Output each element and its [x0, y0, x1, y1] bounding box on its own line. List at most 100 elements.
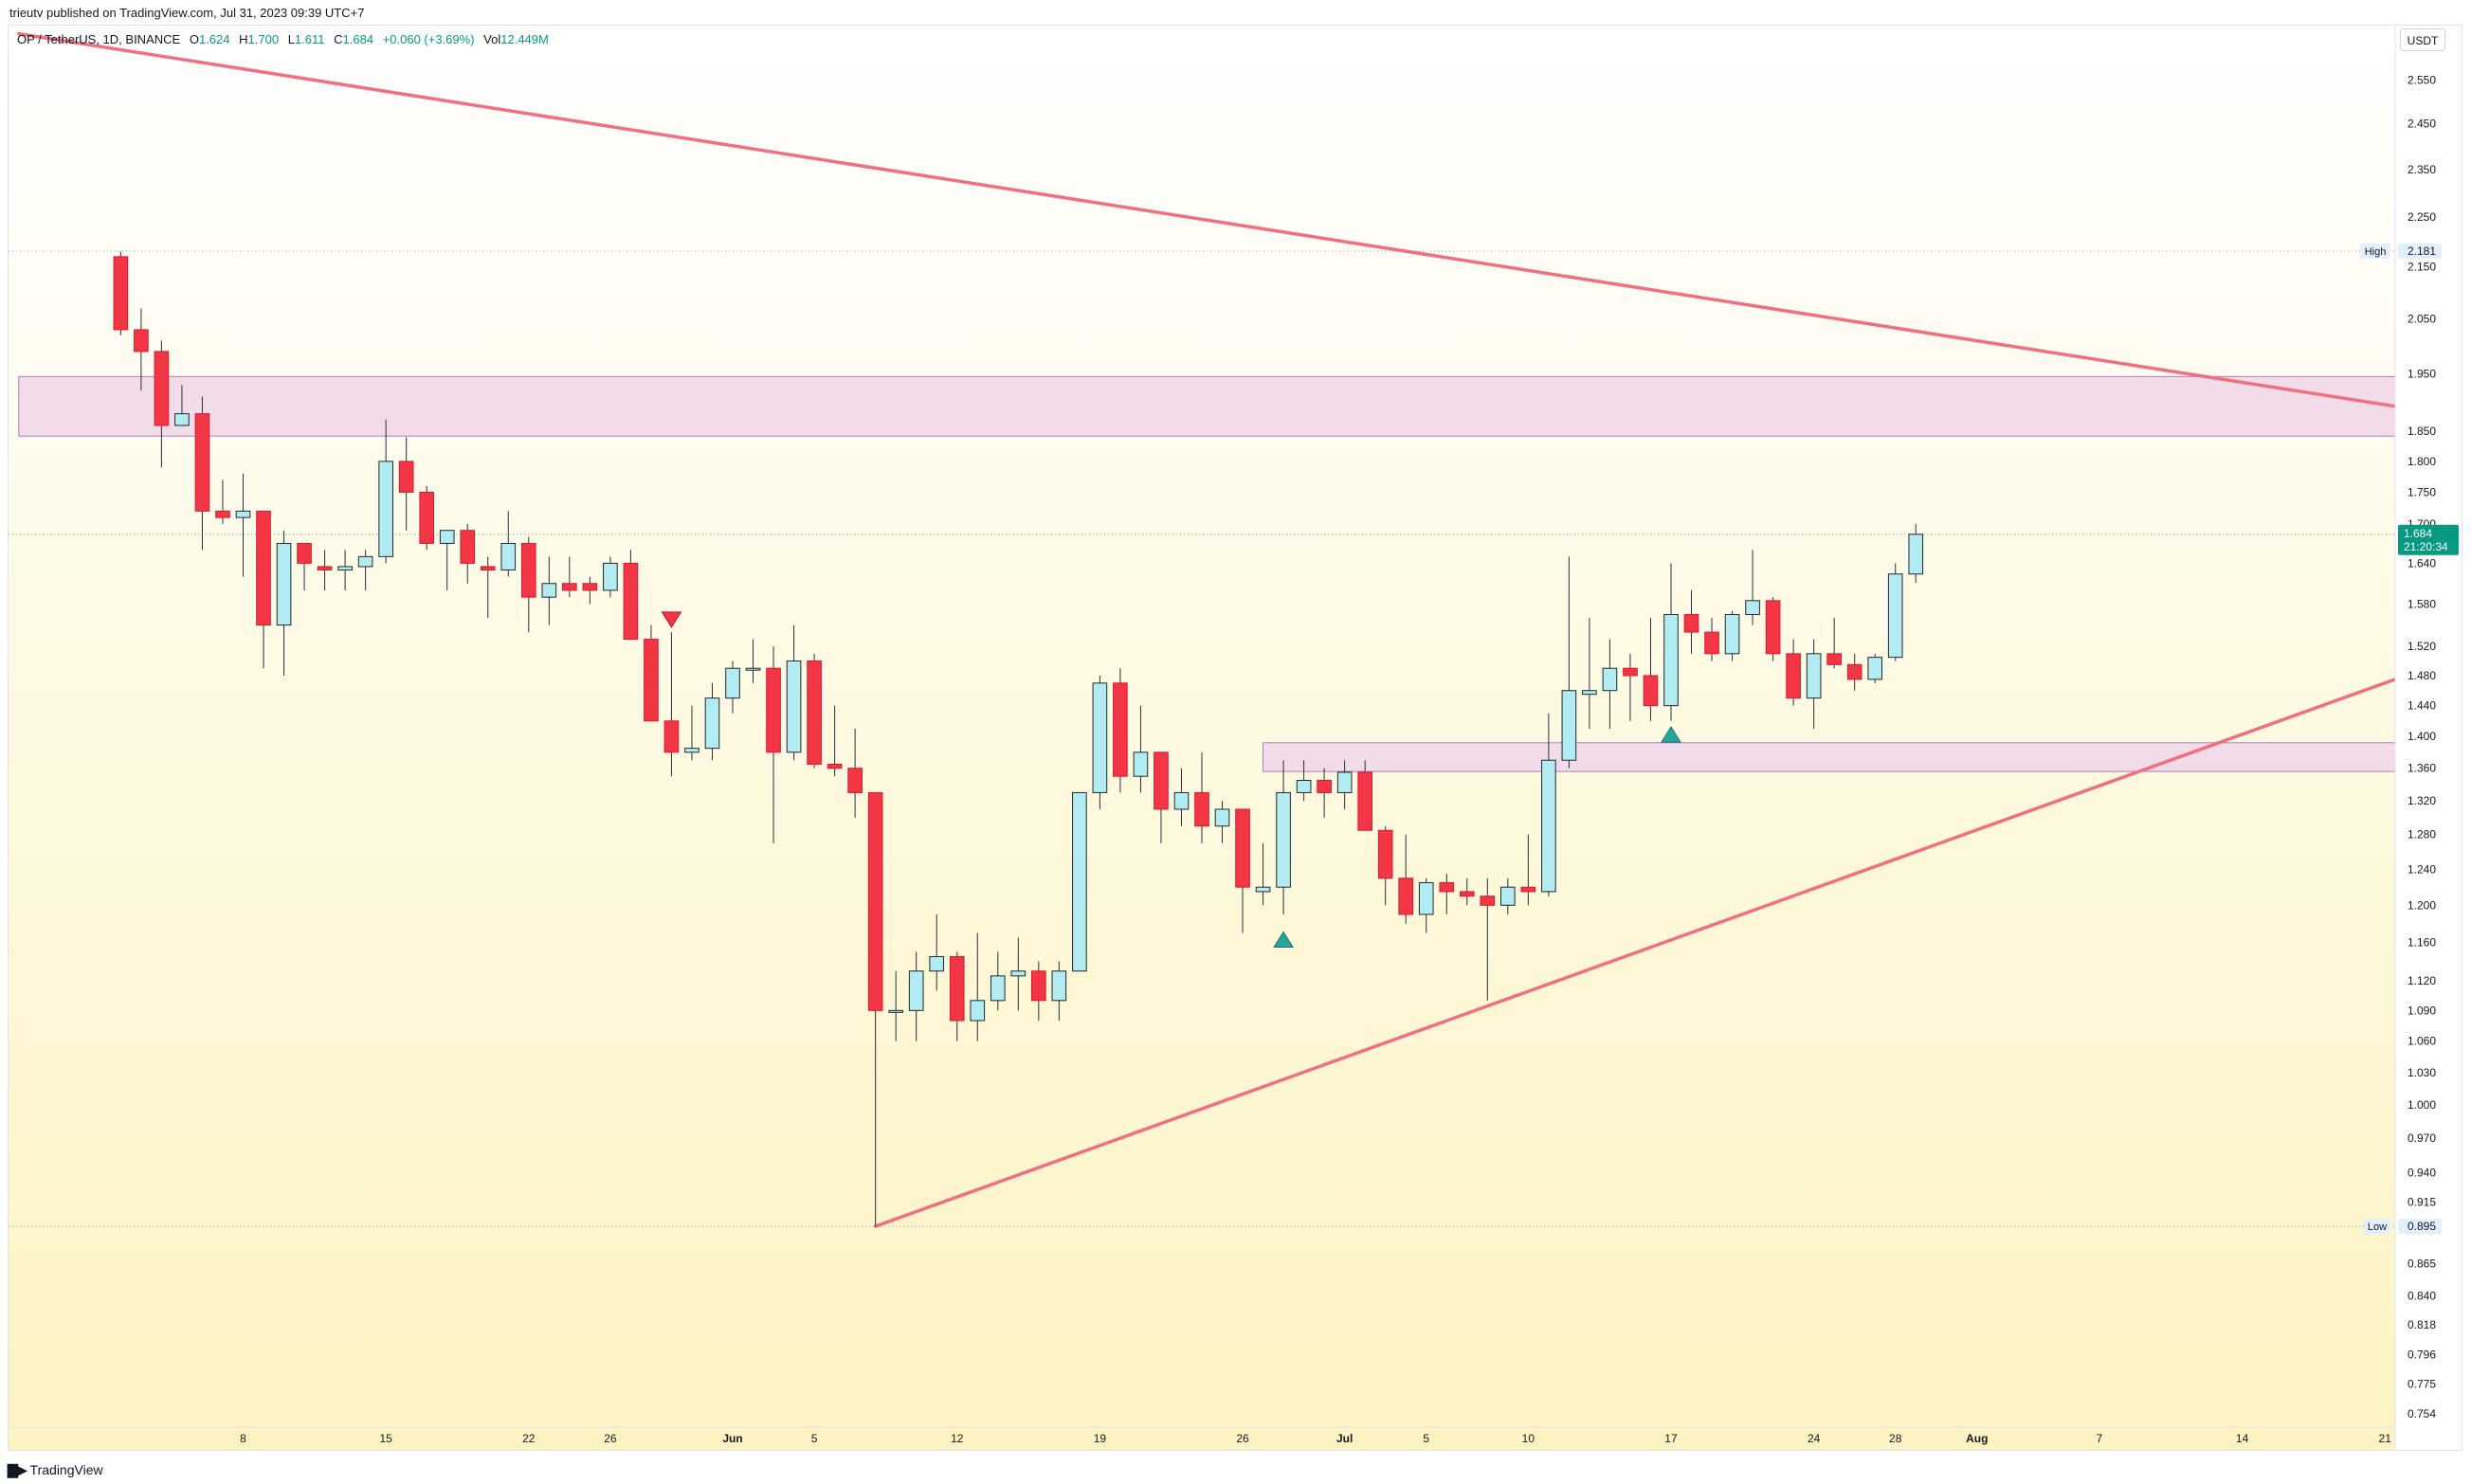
candle-up[interactable]: [378, 419, 393, 564]
candle-up[interactable]: [1500, 878, 1516, 914]
candle-up[interactable]: [1602, 639, 1618, 729]
candle-up[interactable]: [1541, 713, 1556, 896]
candle-down[interactable]: [644, 624, 659, 722]
candle-down[interactable]: [460, 523, 476, 584]
price-axis[interactable]: 2.6502.5502.4502.3502.2502.1502.0501.950…: [2407, 31, 2436, 1421]
descending-resistance-trendline[interactable]: [17, 31, 2406, 408]
candle-up[interactable]: [174, 385, 190, 426]
candle-down[interactable]: [1154, 751, 1169, 843]
candle-up[interactable]: [1582, 618, 1597, 729]
candle-down[interactable]: [1786, 639, 1801, 706]
candle-up[interactable]: [337, 550, 353, 590]
chart-frame[interactable]: [8, 25, 2462, 1451]
candle-down[interactable]: [1765, 597, 1781, 661]
candle-up[interactable]: [1336, 760, 1353, 809]
candle-up[interactable]: [1133, 705, 1149, 793]
candle-down[interactable]: [480, 556, 496, 619]
candle-up[interactable]: [603, 556, 618, 598]
candle-down[interactable]: [1459, 878, 1475, 906]
candle-down[interactable]: [134, 308, 149, 391]
candle-up[interactable]: [500, 511, 517, 577]
candle-up[interactable]: [1051, 961, 1067, 1022]
candle-up[interactable]: [1092, 675, 1108, 809]
candle-down[interactable]: [520, 536, 536, 633]
candle-up[interactable]: [1867, 653, 1883, 683]
upper-supply-zone[interactable]: [18, 375, 2405, 437]
candle-down[interactable]: [1846, 653, 1862, 691]
candle-up[interactable]: [541, 556, 557, 625]
candle-up[interactable]: [1663, 563, 1679, 721]
candle-up[interactable]: [1276, 760, 1291, 914]
candle-body: [113, 256, 129, 331]
candle-up[interactable]: [1745, 550, 1760, 625]
candle-down[interactable]: [949, 951, 965, 1041]
candle-down[interactable]: [398, 437, 414, 531]
candle-down[interactable]: [766, 646, 781, 843]
candle-down[interactable]: [317, 550, 333, 590]
candle-up[interactable]: [684, 705, 700, 761]
time-axis[interactable]: 8 15 22 26 Jun 5 12 19 26 Jul 5 10 17 24 28 Aug 7 14 21: [240, 1432, 2391, 1445]
candle-down[interactable]: [297, 542, 312, 590]
candle-down[interactable]: [194, 396, 210, 551]
candle-down[interactable]: [1031, 961, 1046, 1022]
candle-up[interactable]: [745, 639, 761, 683]
candle-down[interactable]: [1480, 878, 1496, 1001]
candle-up[interactable]: [1296, 760, 1312, 802]
breakout-zone[interactable]: [1263, 742, 2405, 772]
candle-down[interactable]: [807, 653, 822, 769]
candle-down[interactable]: [867, 791, 883, 1227]
candle-down[interactable]: [1826, 618, 1842, 669]
candle-down[interactable]: [623, 550, 639, 641]
candle-up[interactable]: [235, 473, 251, 577]
candle-up[interactable]: [1908, 523, 1924, 584]
candle-down[interactable]: [1235, 808, 1250, 933]
candle-down[interactable]: [1704, 618, 1719, 661]
candle-down[interactable]: [215, 480, 230, 524]
candle-up[interactable]: [888, 970, 903, 1041]
candle-up[interactable]: [1010, 937, 1027, 1011]
candle-up[interactable]: [970, 932, 986, 1041]
candle-down[interactable]: [1520, 834, 1536, 906]
candle-up[interactable]: [1255, 842, 1271, 906]
currency-button[interactable]: USDT: [2400, 28, 2445, 51]
candle-up[interactable]: [276, 530, 292, 676]
candle-down[interactable]: [1398, 834, 1414, 924]
candle-down[interactable]: [113, 251, 129, 335]
price-tick-label: 0.915: [2407, 1196, 2436, 1209]
candle-up[interactable]: [357, 550, 373, 590]
candle-up[interactable]: [1173, 768, 1190, 826]
candle-down[interactable]: [1623, 653, 1638, 721]
candle-up[interactable]: [1072, 791, 1087, 972]
candle-up[interactable]: [786, 624, 802, 761]
candle-up[interactable]: [704, 682, 720, 761]
candle-up[interactable]: [1806, 639, 1822, 729]
candle-down[interactable]: [827, 705, 843, 777]
candle-down[interactable]: [1439, 874, 1455, 914]
candle-up[interactable]: [1418, 878, 1434, 933]
candle-up[interactable]: [725, 661, 740, 714]
ascending-support-trendline[interactable]: [873, 676, 2406, 1228]
candle-up[interactable]: [1724, 610, 1740, 661]
candle-up[interactable]: [1214, 801, 1230, 843]
candle-down[interactable]: [847, 728, 863, 818]
candle-up[interactable]: [439, 530, 455, 590]
candle-up[interactable]: [908, 951, 924, 1041]
candle-down[interactable]: [1683, 589, 1699, 654]
candle-down[interactable]: [663, 632, 680, 777]
candle-up[interactable]: [990, 951, 1006, 1011]
candle-down[interactable]: [1317, 768, 1332, 818]
candle-down[interactable]: [256, 510, 271, 669]
candle-down[interactable]: [582, 576, 598, 605]
candle-down[interactable]: [562, 556, 577, 598]
candle-down[interactable]: [1643, 618, 1659, 721]
candle-down[interactable]: [1357, 760, 1372, 831]
candle-up[interactable]: [929, 914, 945, 991]
candle-down[interactable]: [419, 485, 435, 551]
candle-down[interactable]: [1194, 751, 1209, 843]
candle-down[interactable]: [1113, 668, 1128, 793]
candle-up[interactable]: [1887, 563, 1903, 661]
candle-up[interactable]: [1561, 556, 1577, 769]
candle-down[interactable]: [1377, 825, 1393, 906]
candle-down[interactable]: [154, 340, 170, 468]
